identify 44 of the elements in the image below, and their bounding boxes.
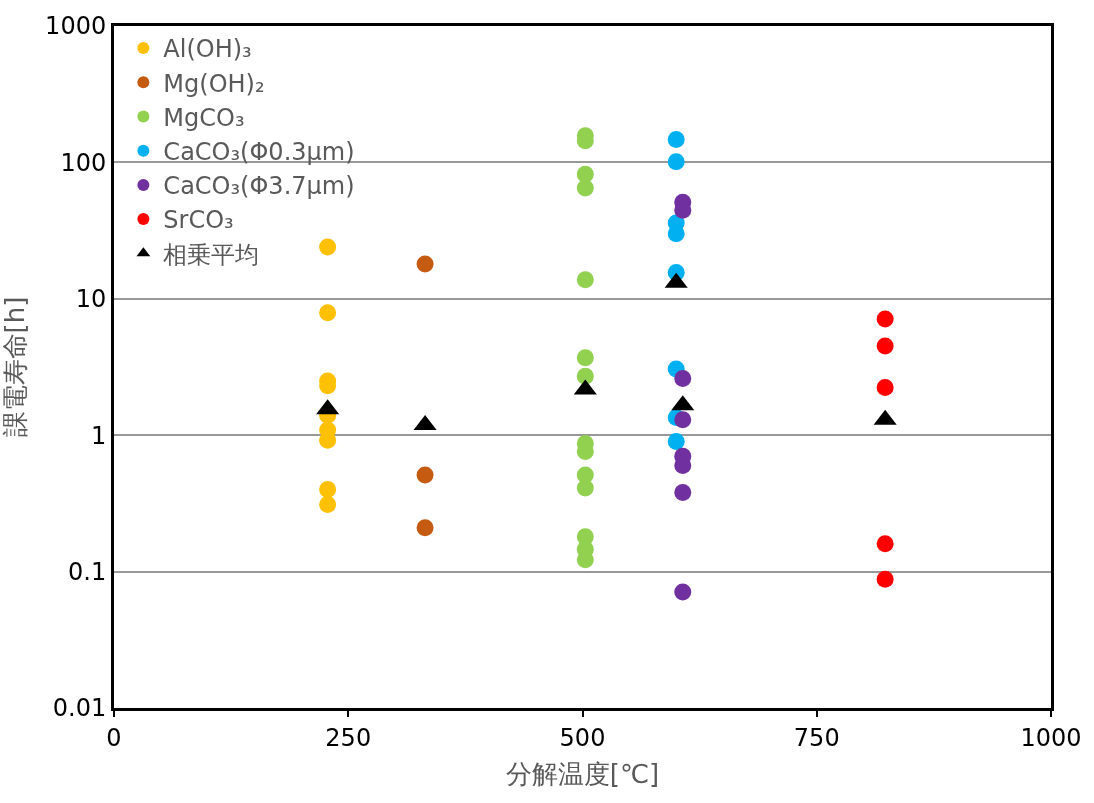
x-tick-label: 750 — [793, 723, 840, 752]
point — [667, 432, 685, 450]
point — [416, 519, 434, 537]
y-tick-label: 0.1 — [68, 558, 107, 586]
point — [876, 535, 894, 553]
legend-label: SrCO₃ — [163, 206, 234, 235]
point — [667, 131, 685, 149]
x-tick-label: 250 — [325, 723, 372, 752]
y-tick-label: 0.01 — [52, 694, 107, 723]
point — [667, 153, 685, 171]
point — [319, 480, 337, 498]
legend-label: CaCO₃(Φ0.3μm) — [163, 138, 355, 167]
point — [319, 304, 337, 322]
point — [876, 310, 894, 328]
legend-label: Al(OH)₃ — [163, 35, 252, 64]
y-tick-label: 1 — [90, 421, 107, 450]
point — [576, 479, 594, 497]
x-tick-label: 1000 — [1020, 723, 1082, 752]
y-tick-label: 100 — [60, 148, 107, 177]
point — [674, 411, 692, 429]
point — [674, 484, 692, 502]
x-axis-title: 分解温度[℃] — [505, 759, 660, 790]
point — [674, 370, 692, 388]
point — [876, 570, 894, 588]
legend-label: Mg(OH)₂ — [163, 69, 265, 98]
point — [576, 271, 594, 289]
y-axis-title: 課電寿命[h] — [0, 296, 30, 438]
legend-label: MgCO₃ — [163, 103, 245, 132]
point — [416, 255, 434, 273]
point — [674, 583, 692, 601]
x-tick-label: 0 — [106, 723, 122, 752]
point — [876, 337, 894, 355]
legend-label: 相乗平均 — [163, 240, 260, 269]
point — [319, 496, 337, 514]
point — [416, 466, 434, 484]
legend-label: CaCO₃(Φ3.7μm) — [163, 172, 355, 201]
y-tick-label: 10 — [75, 285, 107, 314]
y-tick-label: 1000 — [45, 12, 107, 41]
point — [576, 367, 594, 385]
point — [576, 349, 594, 367]
point — [876, 378, 894, 396]
point — [319, 238, 337, 256]
point — [576, 179, 594, 197]
x-tick-label: 500 — [559, 723, 606, 752]
